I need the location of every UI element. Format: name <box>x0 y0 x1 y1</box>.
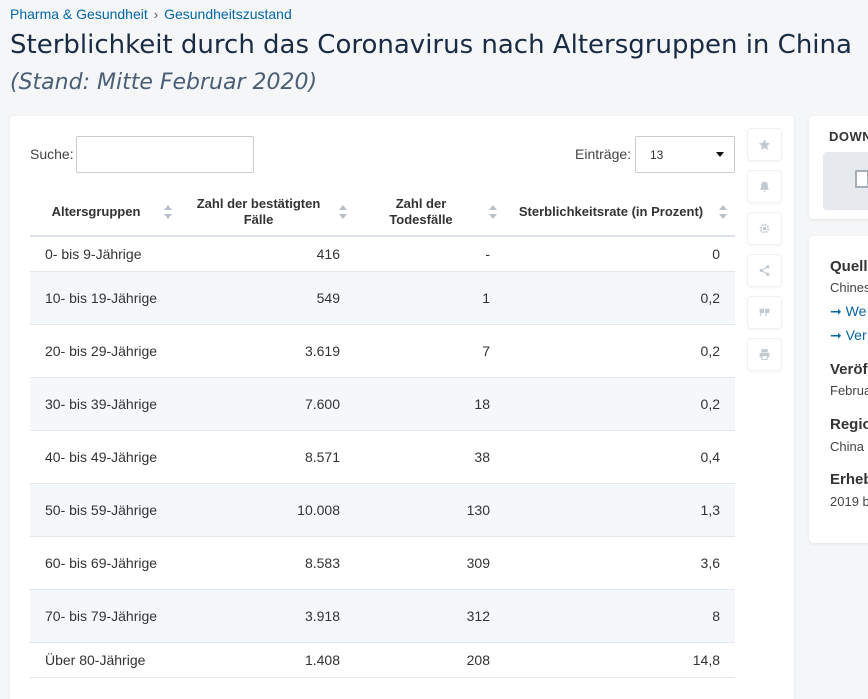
quote-icon <box>759 308 770 317</box>
statistic-table-card: Suche: Einträge: 13 Altersgruppen Zahl d… <box>10 116 794 699</box>
share-icon <box>759 265 770 276</box>
published-value: Februa <box>830 383 868 398</box>
cell-todesfaelle: 312 <box>355 589 505 643</box>
cell-altersgruppe: 10- bis 19-Jährige <box>30 271 180 325</box>
cite-button[interactable] <box>747 296 782 329</box>
page-header: Pharma & Gesundheit › Gesundheitszustand… <box>0 0 868 108</box>
print-icon <box>759 349 770 360</box>
column-header-todesfaelle[interactable]: Zahl der Todesfälle <box>355 188 505 237</box>
print-button[interactable] <box>747 338 782 371</box>
table-row: 70- bis 79-Jährige 3.918 312 8 <box>30 589 735 643</box>
page-subtitle: (Stand: Mitte Februar 2020) <box>10 70 318 95</box>
cell-todesfaelle: 130 <box>355 483 505 537</box>
cell-todesfaelle: 38 <box>355 430 505 484</box>
table-row: 60- bis 69-Jährige 8.583 309 3,6 <box>30 536 735 590</box>
download-button[interactable] <box>823 152 868 210</box>
breadcrumb-item-gesundheitszustand[interactable]: Gesundheitszustand <box>164 6 292 22</box>
sort-icon <box>339 204 347 219</box>
source-value: Chines <box>830 280 868 295</box>
cell-faelle: 8.583 <box>180 536 355 590</box>
star-icon <box>758 139 771 150</box>
caret-down-icon <box>716 152 724 157</box>
survey-title: Erheb <box>830 471 868 488</box>
search-label: Suche: <box>30 146 74 162</box>
notification-button[interactable] <box>747 170 782 203</box>
entries-select[interactable]: 13 <box>635 136 735 173</box>
cell-todesfaelle: 1 <box>355 271 505 325</box>
table-row: 50- bis 59-Jährige 10.008 130 1,3 <box>30 483 735 537</box>
breadcrumb: Pharma & Gesundheit › Gesundheitszustand <box>10 6 292 22</box>
cell-altersgruppe: 20- bis 29-Jährige <box>30 324 180 378</box>
file-icon <box>855 170 868 188</box>
published-title: Veröf <box>830 361 868 378</box>
survey-value: 2019 b <box>830 494 868 509</box>
sort-icon <box>489 204 497 219</box>
cell-altersgruppe: 40- bis 49-Jährige <box>30 430 180 484</box>
column-header-sterblichkeitsrate[interactable]: Sterblichkeitsrate (in Prozent) <box>505 188 735 237</box>
column-header-altersgruppen[interactable]: Altersgruppen <box>30 188 180 237</box>
source-title: Quell <box>830 258 868 275</box>
breadcrumb-separator: › <box>153 6 159 22</box>
source-link-2[interactable]: ➞ Ver <box>830 327 867 343</box>
table-row: 20- bis 29-Jährige 3.619 7 0,2 <box>30 324 735 378</box>
cell-altersgruppe: Über 80-Jährige <box>30 642 180 678</box>
table-row: 30- bis 39-Jährige 7.600 18 0,2 <box>30 377 735 431</box>
settings-button[interactable] <box>747 212 782 245</box>
breadcrumb-item-pharma[interactable]: Pharma & Gesundheit <box>10 6 148 22</box>
favorite-button[interactable] <box>747 128 782 161</box>
sort-icon <box>164 204 172 219</box>
entries-label: Einträge: <box>575 146 632 162</box>
meta-info-card: Quell Chines ➞ We ➞ Ver Veröf Februa Reg… <box>809 236 868 543</box>
cell-rate: 14,8 <box>505 642 735 678</box>
cell-faelle: 7.600 <box>180 377 355 431</box>
cell-todesfaelle: 7 <box>355 324 505 378</box>
cell-altersgruppe: 70- bis 79-Jährige <box>30 589 180 643</box>
region-value: China <box>830 439 864 454</box>
sort-icon <box>719 204 727 219</box>
data-table: Altersgruppen Zahl der bestätigten Fälle… <box>30 188 735 678</box>
table-row: Über 80-Jährige 1.408 208 14,8 <box>30 642 735 678</box>
cell-rate: 0,4 <box>505 430 735 484</box>
region-title: Regio <box>830 416 868 433</box>
cell-todesfaelle: 208 <box>355 642 505 678</box>
cell-rate: 0,2 <box>505 324 735 378</box>
cell-faelle: 10.008 <box>180 483 355 537</box>
source-link-1[interactable]: ➞ We <box>830 303 867 319</box>
cell-rate: 0,2 <box>505 377 735 431</box>
table-row: 0- bis 9-Jährige 416 - 0 <box>30 236 735 272</box>
cell-faelle: 549 <box>180 271 355 325</box>
cell-faelle: 8.571 <box>180 430 355 484</box>
share-button[interactable] <box>747 254 782 287</box>
cell-todesfaelle: - <box>355 236 505 272</box>
cell-faelle: 416 <box>180 236 355 272</box>
bell-icon <box>760 181 769 192</box>
column-header-faelle[interactable]: Zahl der bestätigten Fälle <box>180 188 355 237</box>
cell-todesfaelle: 309 <box>355 536 505 590</box>
cell-rate: 3,6 <box>505 536 735 590</box>
cell-rate: 0,2 <box>505 271 735 325</box>
page-title: Sterblichkeit durch das Coronavirus nach… <box>10 30 852 60</box>
table-header-row: Altersgruppen Zahl der bestätigten Fälle… <box>30 188 735 237</box>
cell-altersgruppe: 60- bis 69-Jährige <box>30 536 180 590</box>
entries-select-value: 13 <box>650 147 664 162</box>
cell-faelle: 3.918 <box>180 589 355 643</box>
cell-rate: 8 <box>505 589 735 643</box>
table-row: 40- bis 49-Jährige 8.571 38 0,4 <box>30 430 735 484</box>
table-row: 10- bis 19-Jährige 549 1 0,2 <box>30 271 735 325</box>
cell-rate: 1,3 <box>505 483 735 537</box>
cell-altersgruppe: 30- bis 39-Jährige <box>30 377 180 431</box>
download-label: DOWN <box>829 129 868 144</box>
cell-rate: 0 <box>505 236 735 272</box>
download-card: DOWN <box>809 116 868 219</box>
cell-altersgruppe: 0- bis 9-Jährige <box>30 236 180 272</box>
cell-altersgruppe: 50- bis 59-Jährige <box>30 483 180 537</box>
cell-faelle: 1.408 <box>180 642 355 678</box>
gear-icon <box>759 223 770 234</box>
cell-faelle: 3.619 <box>180 324 355 378</box>
statistic-toolbar <box>747 128 783 380</box>
search-input[interactable] <box>76 136 254 173</box>
cell-todesfaelle: 18 <box>355 377 505 431</box>
